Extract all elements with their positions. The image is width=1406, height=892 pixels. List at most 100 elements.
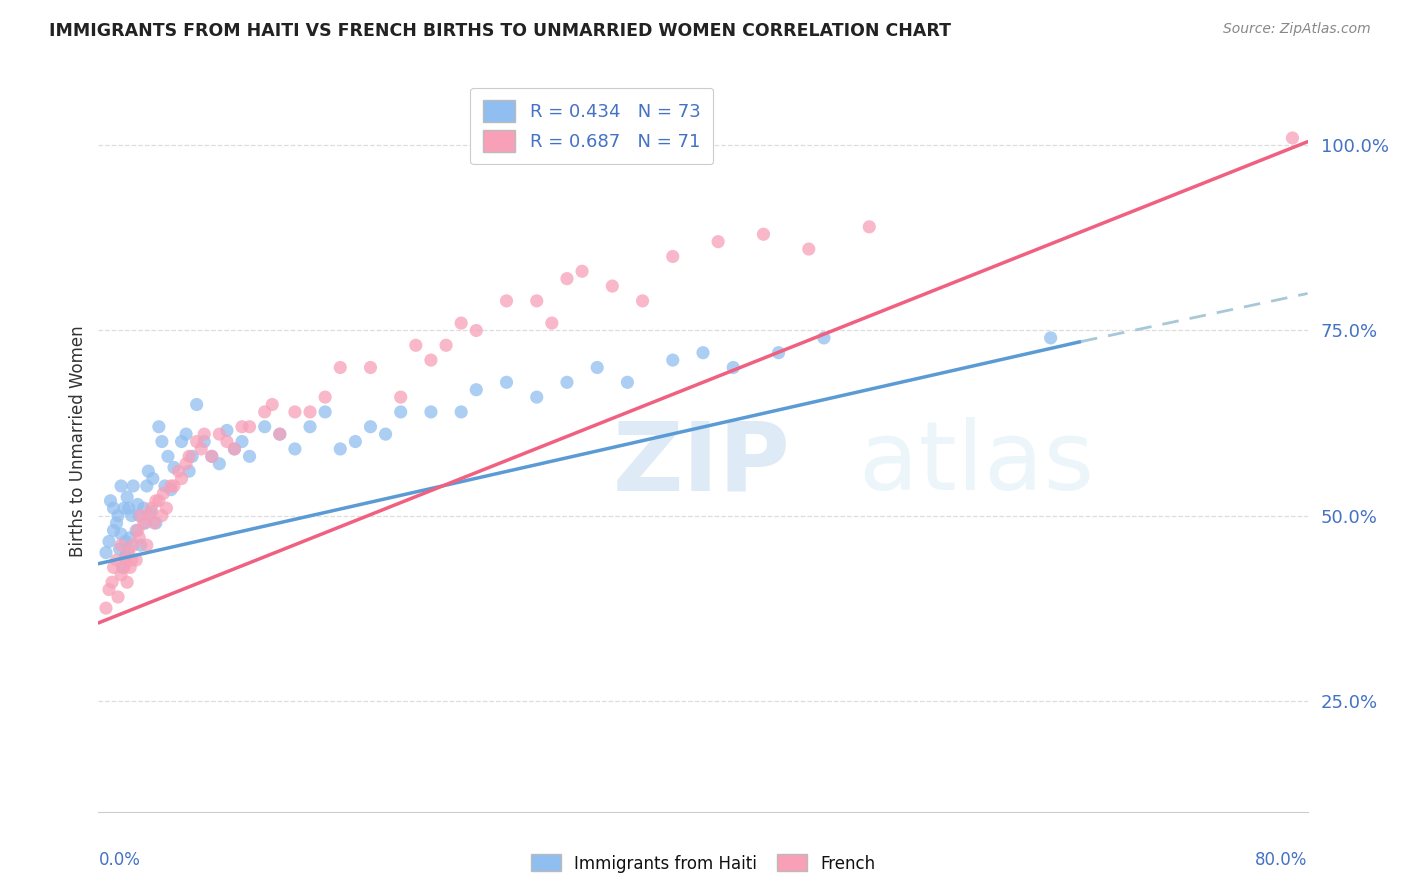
Point xyxy=(465,383,488,397)
Point xyxy=(186,398,208,412)
Point xyxy=(107,590,129,604)
Point xyxy=(143,516,166,530)
Point xyxy=(405,338,427,352)
Point xyxy=(120,531,142,545)
Point xyxy=(193,434,215,449)
Point xyxy=(813,331,835,345)
Point xyxy=(118,501,141,516)
Point xyxy=(156,450,179,464)
Point xyxy=(329,442,352,456)
Point xyxy=(692,345,714,359)
Point xyxy=(253,405,276,419)
Point xyxy=(360,360,382,375)
Point xyxy=(314,405,336,419)
Point xyxy=(103,501,125,516)
Text: atlas: atlas xyxy=(613,417,1094,510)
Point xyxy=(121,553,143,567)
Point xyxy=(139,508,162,523)
Point xyxy=(94,545,117,560)
Point xyxy=(110,567,132,582)
Text: 0.0%: 0.0% xyxy=(98,851,141,869)
Point xyxy=(134,516,156,530)
Point xyxy=(128,531,150,545)
Point xyxy=(121,508,143,523)
Point xyxy=(110,538,132,552)
Point xyxy=(661,353,683,368)
Point xyxy=(100,493,122,508)
Point xyxy=(526,390,548,404)
Point xyxy=(115,575,138,590)
Point xyxy=(127,524,149,538)
Point xyxy=(231,419,253,434)
Point xyxy=(193,427,215,442)
Point xyxy=(152,486,174,500)
Point xyxy=(111,560,134,574)
Point xyxy=(108,541,131,556)
Point xyxy=(253,419,276,434)
Point xyxy=(190,442,212,456)
Point xyxy=(208,457,231,471)
Point xyxy=(136,464,159,478)
Point xyxy=(118,545,141,560)
Point xyxy=(103,524,125,538)
Point xyxy=(145,516,167,530)
Point xyxy=(526,293,548,308)
Point xyxy=(141,505,163,519)
Point xyxy=(661,250,683,264)
Point xyxy=(179,450,201,464)
Point xyxy=(122,538,145,552)
Point xyxy=(215,434,238,449)
Point xyxy=(129,538,152,552)
Point xyxy=(586,360,609,375)
Point xyxy=(127,498,149,512)
Point xyxy=(163,479,186,493)
Point xyxy=(858,219,880,234)
Point xyxy=(450,316,472,330)
Point xyxy=(148,419,170,434)
Point xyxy=(239,450,262,464)
Point xyxy=(110,479,132,493)
Point xyxy=(114,534,136,549)
Point xyxy=(1039,331,1062,345)
Point xyxy=(299,419,322,434)
Text: 80.0%: 80.0% xyxy=(1256,851,1308,869)
Point xyxy=(122,479,145,493)
Point xyxy=(269,427,291,442)
Point xyxy=(420,353,443,368)
Point xyxy=(103,560,125,574)
Point xyxy=(284,405,307,419)
Point xyxy=(110,527,132,541)
Point xyxy=(495,293,517,308)
Text: IMMIGRANTS FROM HAITI VS FRENCH BIRTHS TO UNMARRIED WOMEN CORRELATION CHART: IMMIGRANTS FROM HAITI VS FRENCH BIRTHS T… xyxy=(49,22,952,40)
Point xyxy=(155,501,177,516)
Point xyxy=(707,235,730,249)
Point xyxy=(125,524,148,538)
Point xyxy=(269,427,291,442)
Point xyxy=(128,508,150,523)
Point xyxy=(160,483,183,497)
Point xyxy=(299,405,322,419)
Point xyxy=(98,582,121,597)
Point xyxy=(201,450,224,464)
Point xyxy=(101,575,124,590)
Point xyxy=(329,360,352,375)
Point xyxy=(768,345,790,359)
Point xyxy=(186,434,208,449)
Point xyxy=(555,376,578,390)
Point xyxy=(129,508,152,523)
Point xyxy=(239,419,262,434)
Point xyxy=(125,553,148,567)
Point xyxy=(450,405,472,419)
Point xyxy=(420,405,443,419)
Point xyxy=(262,398,284,412)
Point xyxy=(135,479,157,493)
Point xyxy=(118,541,141,556)
Point xyxy=(231,434,253,449)
Legend: R = 0.434   N = 73, R = 0.687   N = 71: R = 0.434 N = 73, R = 0.687 N = 71 xyxy=(470,87,713,164)
Point xyxy=(160,479,183,493)
Point xyxy=(107,508,129,523)
Point xyxy=(114,549,136,564)
Point xyxy=(148,493,170,508)
Point xyxy=(284,442,307,456)
Point xyxy=(434,338,457,352)
